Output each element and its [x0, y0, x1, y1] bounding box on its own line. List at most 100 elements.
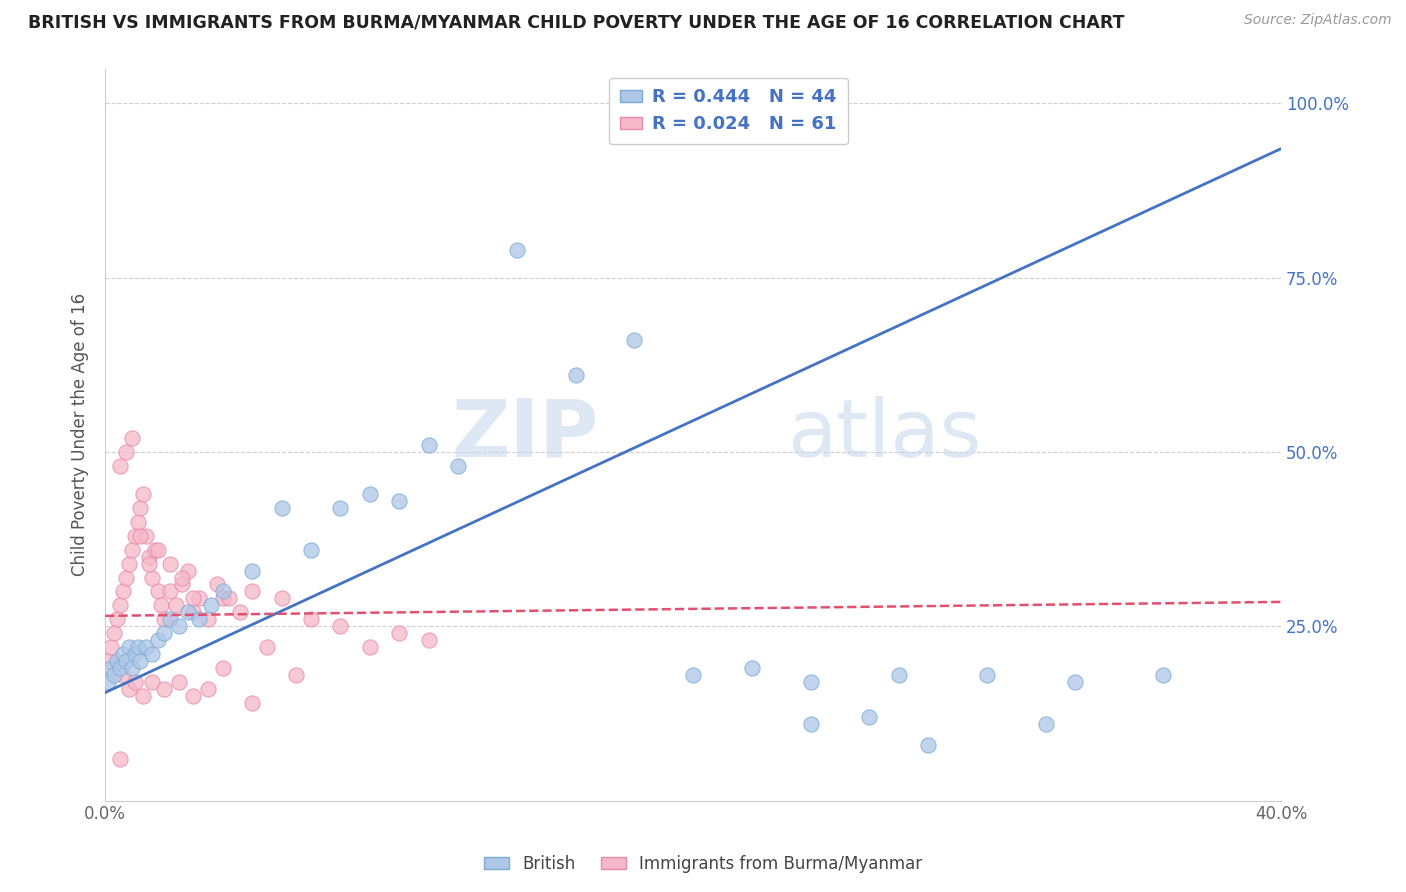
Point: [108, 752, 131, 766]
Point: [506, 243, 529, 257]
Point: [146, 584, 169, 599]
Point: [197, 612, 219, 626]
Point: [887, 668, 910, 682]
Point: [800, 675, 823, 690]
Point: [153, 626, 176, 640]
Point: [146, 542, 169, 557]
Point: [108, 599, 131, 613]
Point: [197, 681, 219, 696]
Point: [129, 529, 152, 543]
Text: atlas: atlas: [787, 395, 981, 474]
Point: [170, 577, 193, 591]
Point: [97, 654, 120, 668]
Point: [141, 647, 163, 661]
Point: [138, 549, 160, 564]
Point: [188, 591, 211, 606]
Text: ZIP: ZIP: [451, 395, 599, 474]
Point: [800, 717, 823, 731]
Point: [165, 599, 187, 613]
Point: [127, 640, 149, 655]
Point: [121, 431, 143, 445]
Point: [132, 487, 155, 501]
Point: [146, 633, 169, 648]
Point: [121, 661, 143, 675]
Point: [121, 542, 143, 557]
Point: [388, 493, 411, 508]
Text: Source: ZipAtlas.com: Source: ZipAtlas.com: [1244, 13, 1392, 28]
Point: [447, 458, 470, 473]
Point: [135, 529, 157, 543]
Point: [141, 570, 163, 584]
Point: [105, 612, 128, 626]
Point: [170, 570, 193, 584]
Point: [976, 668, 998, 682]
Point: [124, 529, 146, 543]
Point: [124, 675, 146, 690]
Point: [118, 640, 141, 655]
Point: [1064, 675, 1087, 690]
Y-axis label: Child Poverty Under the Age of 16: Child Poverty Under the Age of 16: [72, 293, 89, 576]
Point: [111, 584, 134, 599]
Point: [103, 626, 125, 640]
Point: [129, 654, 152, 668]
Point: [167, 675, 190, 690]
Point: [129, 500, 152, 515]
Point: [118, 557, 141, 571]
Point: [211, 591, 233, 606]
Point: [114, 570, 136, 584]
Point: [108, 661, 131, 675]
Point: [188, 612, 211, 626]
Point: [183, 606, 205, 620]
Point: [118, 681, 141, 696]
Point: [240, 564, 263, 578]
Point: [211, 584, 233, 599]
Point: [183, 591, 205, 606]
Point: [858, 710, 880, 724]
Point: [103, 668, 125, 682]
Point: [917, 738, 939, 752]
Point: [108, 458, 131, 473]
Point: [100, 661, 122, 675]
Point: [211, 661, 233, 675]
Point: [167, 619, 190, 633]
Point: [329, 500, 352, 515]
Point: [105, 654, 128, 668]
Point: [1035, 717, 1057, 731]
Point: [114, 654, 136, 668]
Point: [153, 612, 176, 626]
Point: [205, 577, 228, 591]
Point: [132, 689, 155, 703]
Point: [138, 557, 160, 571]
Point: [229, 606, 252, 620]
Point: [741, 661, 763, 675]
Point: [114, 445, 136, 459]
Point: [359, 640, 381, 655]
Point: [176, 606, 198, 620]
Point: [127, 515, 149, 529]
Point: [141, 675, 163, 690]
Point: [256, 640, 278, 655]
Legend: R = 0.444   N = 44, R = 0.024   N = 61: R = 0.444 N = 44, R = 0.024 N = 61: [609, 78, 848, 145]
Point: [1152, 668, 1174, 682]
Point: [388, 626, 411, 640]
Point: [143, 542, 166, 557]
Point: [200, 599, 222, 613]
Point: [623, 334, 645, 348]
Point: [124, 647, 146, 661]
Point: [111, 668, 134, 682]
Point: [159, 557, 181, 571]
Point: [100, 640, 122, 655]
Point: [329, 619, 352, 633]
Point: [150, 599, 173, 613]
Point: [176, 564, 198, 578]
Point: [564, 368, 586, 383]
Point: [418, 438, 440, 452]
Point: [97, 675, 120, 690]
Legend: British, Immigrants from Burma/Myanmar: British, Immigrants from Burma/Myanmar: [477, 848, 929, 880]
Point: [240, 696, 263, 710]
Point: [418, 633, 440, 648]
Text: BRITISH VS IMMIGRANTS FROM BURMA/MYANMAR CHILD POVERTY UNDER THE AGE OF 16 CORRE: BRITISH VS IMMIGRANTS FROM BURMA/MYANMAR…: [28, 13, 1125, 31]
Point: [183, 689, 205, 703]
Point: [299, 612, 322, 626]
Point: [270, 500, 292, 515]
